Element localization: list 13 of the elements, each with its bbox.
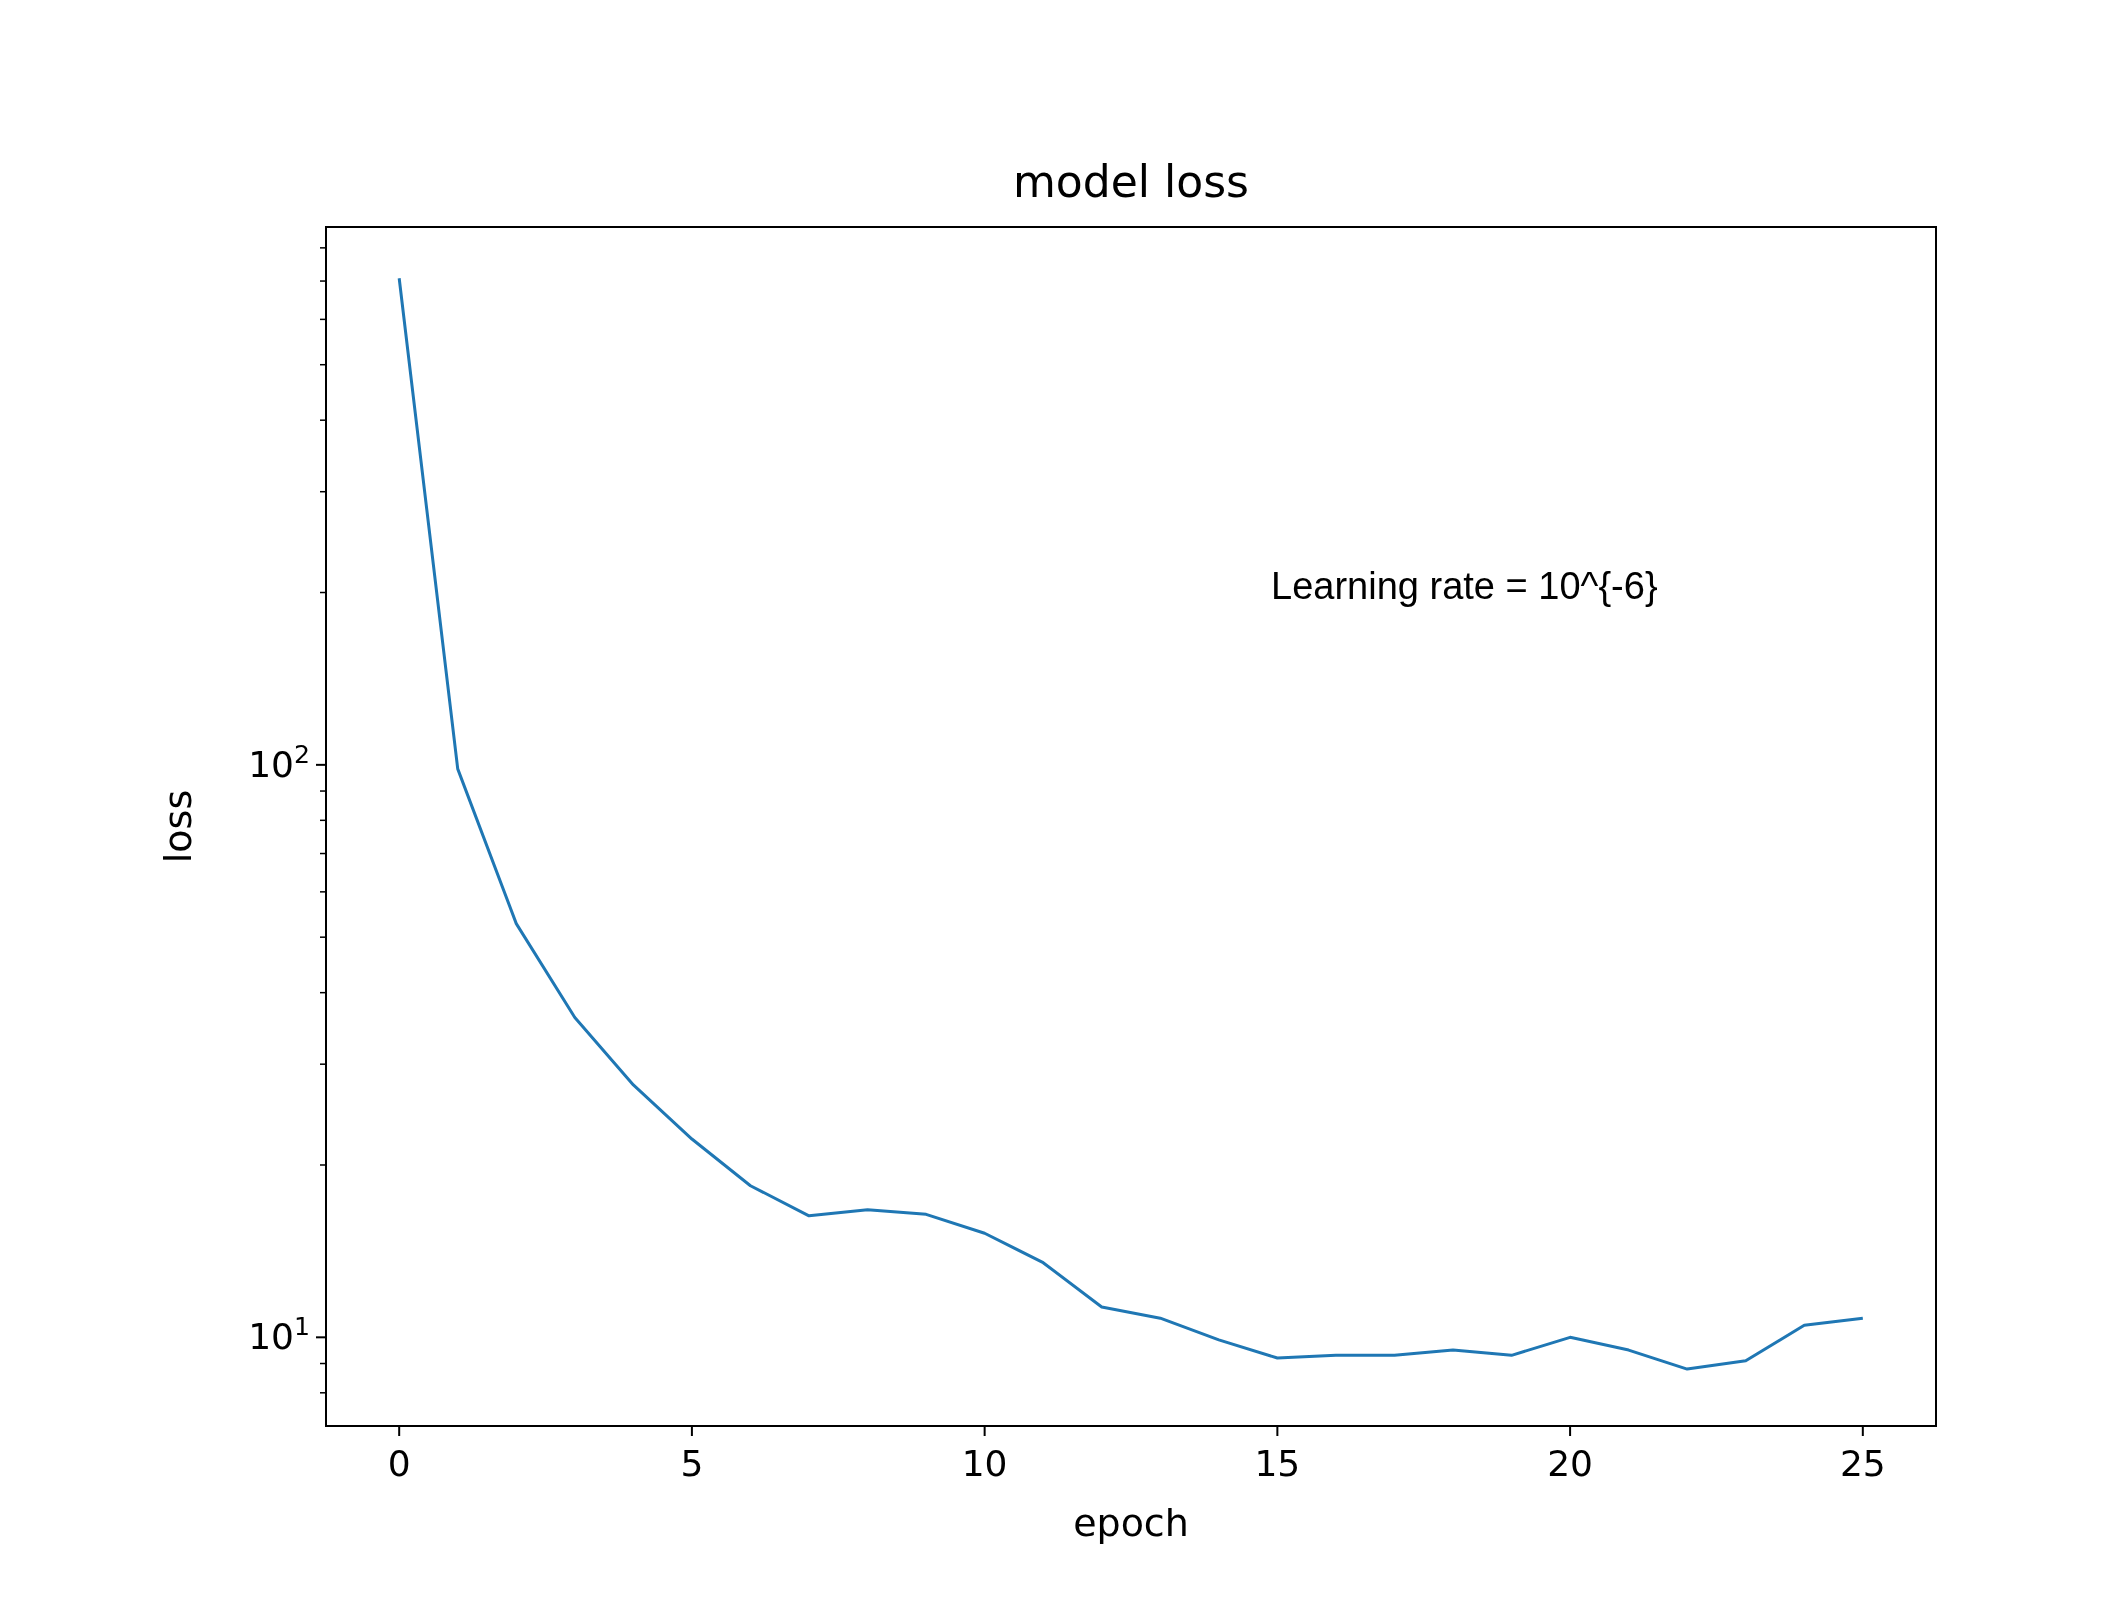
line-series xyxy=(397,276,1865,1371)
x-tick-label: 10 xyxy=(961,1443,1008,1484)
x-tick-label: 20 xyxy=(1547,1443,1593,1484)
y-tick-label: 10$^{1}$ xyxy=(248,1311,310,1358)
x-tick-label: 5 xyxy=(680,1443,704,1484)
y-axis-title: loss xyxy=(156,789,200,864)
x-tick-label: 0 xyxy=(387,1443,411,1484)
x-tick-label: 25 xyxy=(1839,1443,1886,1484)
chart-title: model loss xyxy=(1013,156,1249,207)
annotation: Learning rate = 10^{-6} xyxy=(1271,564,1658,607)
x-axis-title: epoch xyxy=(1073,1501,1189,1545)
y-tick-label: 10$^{2}$ xyxy=(248,739,310,785)
x-tick-label: 15 xyxy=(1254,1443,1301,1484)
